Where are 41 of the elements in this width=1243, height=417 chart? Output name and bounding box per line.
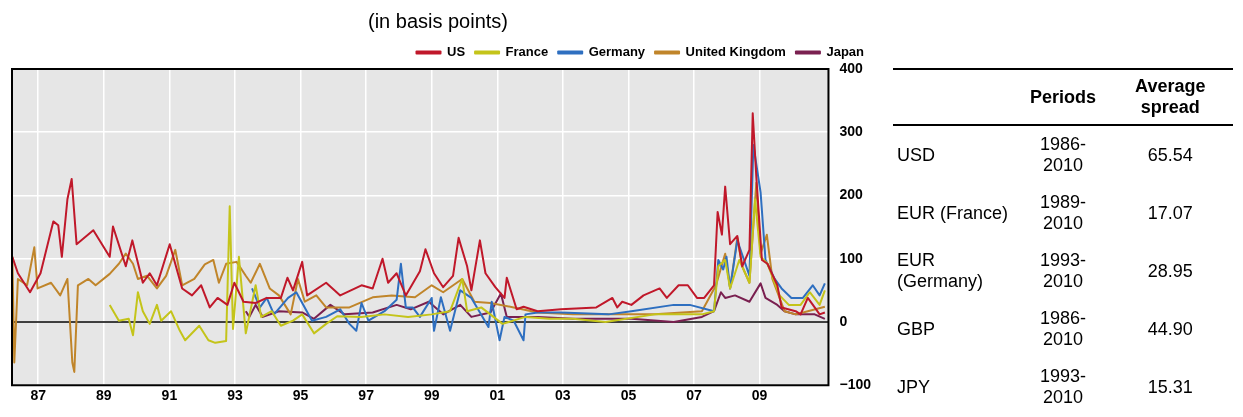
x-tick-label: 93 (227, 387, 243, 404)
y-tick-label: 200 (839, 186, 864, 203)
x-tick-label: 99 (423, 387, 440, 404)
x-tick-label: 09 (751, 387, 768, 404)
x-tick-label: 01 (489, 387, 506, 404)
text: 28.95 (1146, 259, 1194, 283)
x-tick-label: 95 (292, 387, 309, 404)
text: 15.31 (1146, 375, 1194, 399)
y-tick-label: 0 (839, 312, 848, 329)
text: USD (896, 143, 936, 167)
x-tick-label: 97 (358, 387, 375, 404)
text: 1993-2010 (1039, 365, 1088, 409)
text: 1986-2010 (1039, 307, 1088, 351)
x-tick-label: 91 (161, 387, 178, 404)
x-tick-label: 03 (555, 387, 571, 404)
x-tick-label: 07 (686, 387, 703, 404)
text: 44.90 (1146, 317, 1194, 341)
chart-subtitle: (in basis points) (366, 10, 510, 33)
text: Average spread (1134, 75, 1207, 119)
legend-label: France (505, 44, 549, 60)
text: GBP (896, 317, 936, 341)
text: EUR (Germany) (896, 249, 984, 293)
x-tick-label: 89 (96, 387, 112, 404)
x-tick-label: 05 (620, 387, 637, 404)
text: Periods (1029, 85, 1098, 109)
text: 65.54 (1146, 143, 1194, 167)
y-tick-label: 100 (839, 249, 864, 266)
legend-label: US (447, 44, 466, 60)
legend-label: United Kingdom (685, 44, 786, 60)
text: 1993-2010 (1039, 249, 1088, 293)
legend-label: Germany (588, 44, 646, 60)
legend-label: Japan (826, 44, 865, 60)
y-tick-label: 300 (839, 123, 864, 140)
text: EUR (France) (896, 201, 1009, 225)
y-tick-label: −100 (839, 376, 872, 393)
text: 1986-2010 (1039, 133, 1088, 177)
x-tick-label: 87 (30, 387, 47, 404)
y-tick-label: 400 (839, 59, 864, 76)
text: 1989-2010 (1039, 191, 1088, 235)
text: JPY (896, 375, 931, 399)
text: 17.07 (1146, 201, 1194, 225)
